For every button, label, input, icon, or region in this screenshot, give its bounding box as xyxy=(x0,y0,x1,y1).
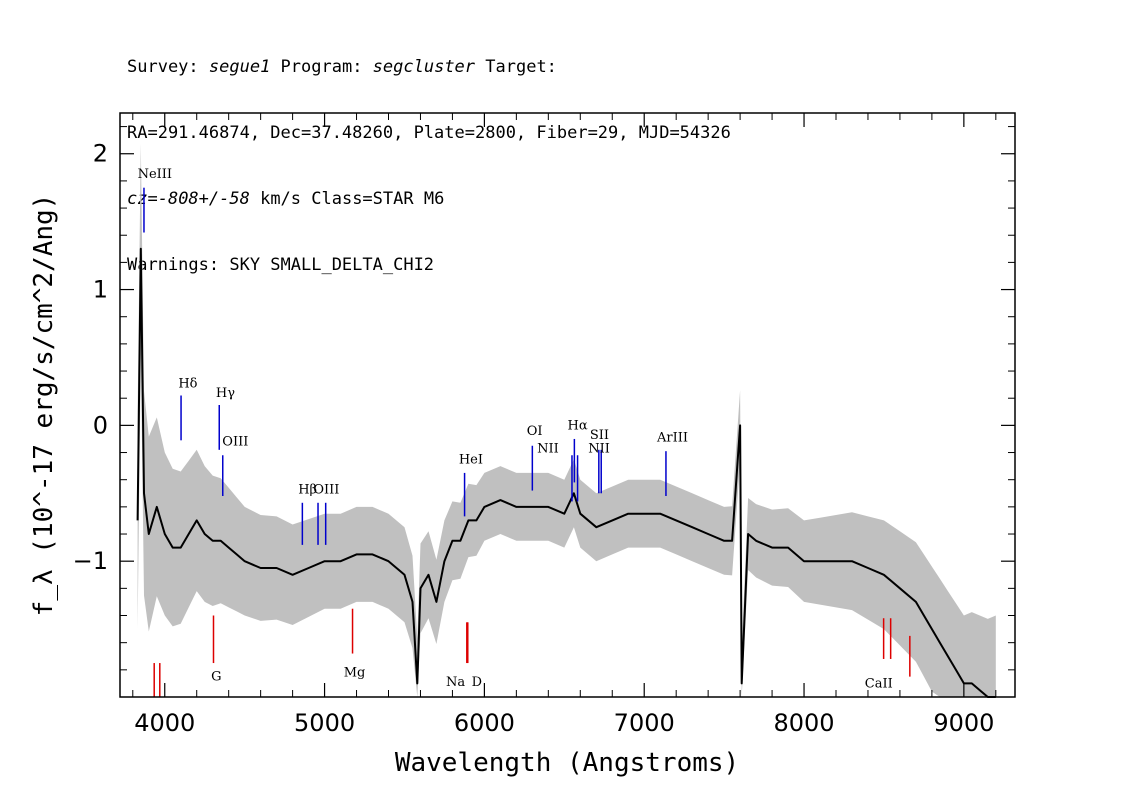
emission-line-label: NeIII xyxy=(138,167,172,182)
y-tick-label: 0 xyxy=(93,411,108,439)
program-name: segcluster xyxy=(372,57,476,77)
emission-line-label: NII xyxy=(537,442,559,457)
emission-line-label: Hδ xyxy=(178,376,197,391)
axis-ticks: 4000 5000 6000 7000 8000 9000 −1 0 1 2 xyxy=(73,113,1015,737)
emission-line-label: NII xyxy=(588,442,610,457)
emission-line-label: SII xyxy=(590,428,609,443)
emission-line-label: OIII xyxy=(313,482,339,497)
flux-layer xyxy=(136,247,996,698)
absorption-line-label: CaII xyxy=(865,676,893,691)
y-tick-label: 1 xyxy=(93,276,108,304)
x-tick-label: 9000 xyxy=(933,709,994,737)
header-line-coordinates: RA=291.46874, Dec=37.48260, Plate=2800, … xyxy=(127,123,731,143)
emission-line-label: Hγ xyxy=(216,386,235,401)
cz-prefix: cz= xyxy=(127,189,158,209)
cz-suffix: km/s Class=STAR M6 xyxy=(249,189,445,209)
emission-line-label: OIII xyxy=(222,435,248,450)
absorption-line-label: G xyxy=(211,670,221,685)
x-tick-label: 6000 xyxy=(454,709,515,737)
error-band-layer xyxy=(137,143,996,697)
flux-line xyxy=(136,247,996,698)
y-tick-label: −1 xyxy=(73,547,108,575)
x-axis-label: Wavelength (Angstroms) xyxy=(395,748,739,778)
y-tick-label: 2 xyxy=(93,140,108,168)
x-tick-label: 5000 xyxy=(294,709,355,737)
survey-name: segue1 xyxy=(208,57,271,77)
absorption-line-label: Mg xyxy=(344,666,366,681)
emission-line-label: ArIII xyxy=(656,431,688,446)
spectrum-header: Survey: segue1 Program: segcluster Targe… xyxy=(127,12,731,298)
header-line-survey: Survey: segue1 Program: segcluster Targe… xyxy=(127,56,731,78)
header-line-warnings: Warnings: SKY SMALL_DELTA_CHI2 xyxy=(127,255,435,275)
emission-line-label: OI xyxy=(527,424,543,439)
program-prefix: Program: xyxy=(270,57,373,77)
plot-frame xyxy=(119,112,1016,698)
x-tick-label: 7000 xyxy=(614,709,675,737)
target-label: Target: xyxy=(475,57,557,77)
x-tick-label: 8000 xyxy=(773,709,834,737)
emission-line-label: Hα xyxy=(568,418,588,433)
absorption-line-label: Na xyxy=(446,675,465,690)
x-tick-label: 4000 xyxy=(134,709,195,737)
y-axis-label: f_λ (10^-17 erg/s/cm^2/Ang) xyxy=(29,194,59,617)
survey-prefix: Survey: xyxy=(127,57,209,77)
flux-error-band xyxy=(137,143,996,697)
emission-line-label: HeI xyxy=(459,452,483,467)
header-line-redshift: cz=-808+/-58 km/s Class=STAR M6 xyxy=(127,188,731,210)
emission-line-label: Hβ xyxy=(298,482,317,497)
absorption-line-label: D xyxy=(472,675,482,690)
cz-value: -808+/-58 xyxy=(157,189,250,209)
spectral-lines-layer: NeIIIHδHγOIIIHβOIIIHeIOINIIHαSIINIIArIII… xyxy=(138,167,911,697)
